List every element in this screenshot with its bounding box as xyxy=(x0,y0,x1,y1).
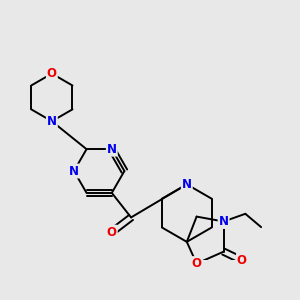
Text: N: N xyxy=(107,143,117,156)
Text: N: N xyxy=(47,115,57,128)
Text: O: O xyxy=(47,67,57,80)
Text: N: N xyxy=(69,164,79,178)
Text: N: N xyxy=(182,178,192,191)
Text: O: O xyxy=(237,254,247,267)
Text: N: N xyxy=(219,215,229,228)
Text: O: O xyxy=(107,226,117,238)
Text: O: O xyxy=(192,257,202,270)
